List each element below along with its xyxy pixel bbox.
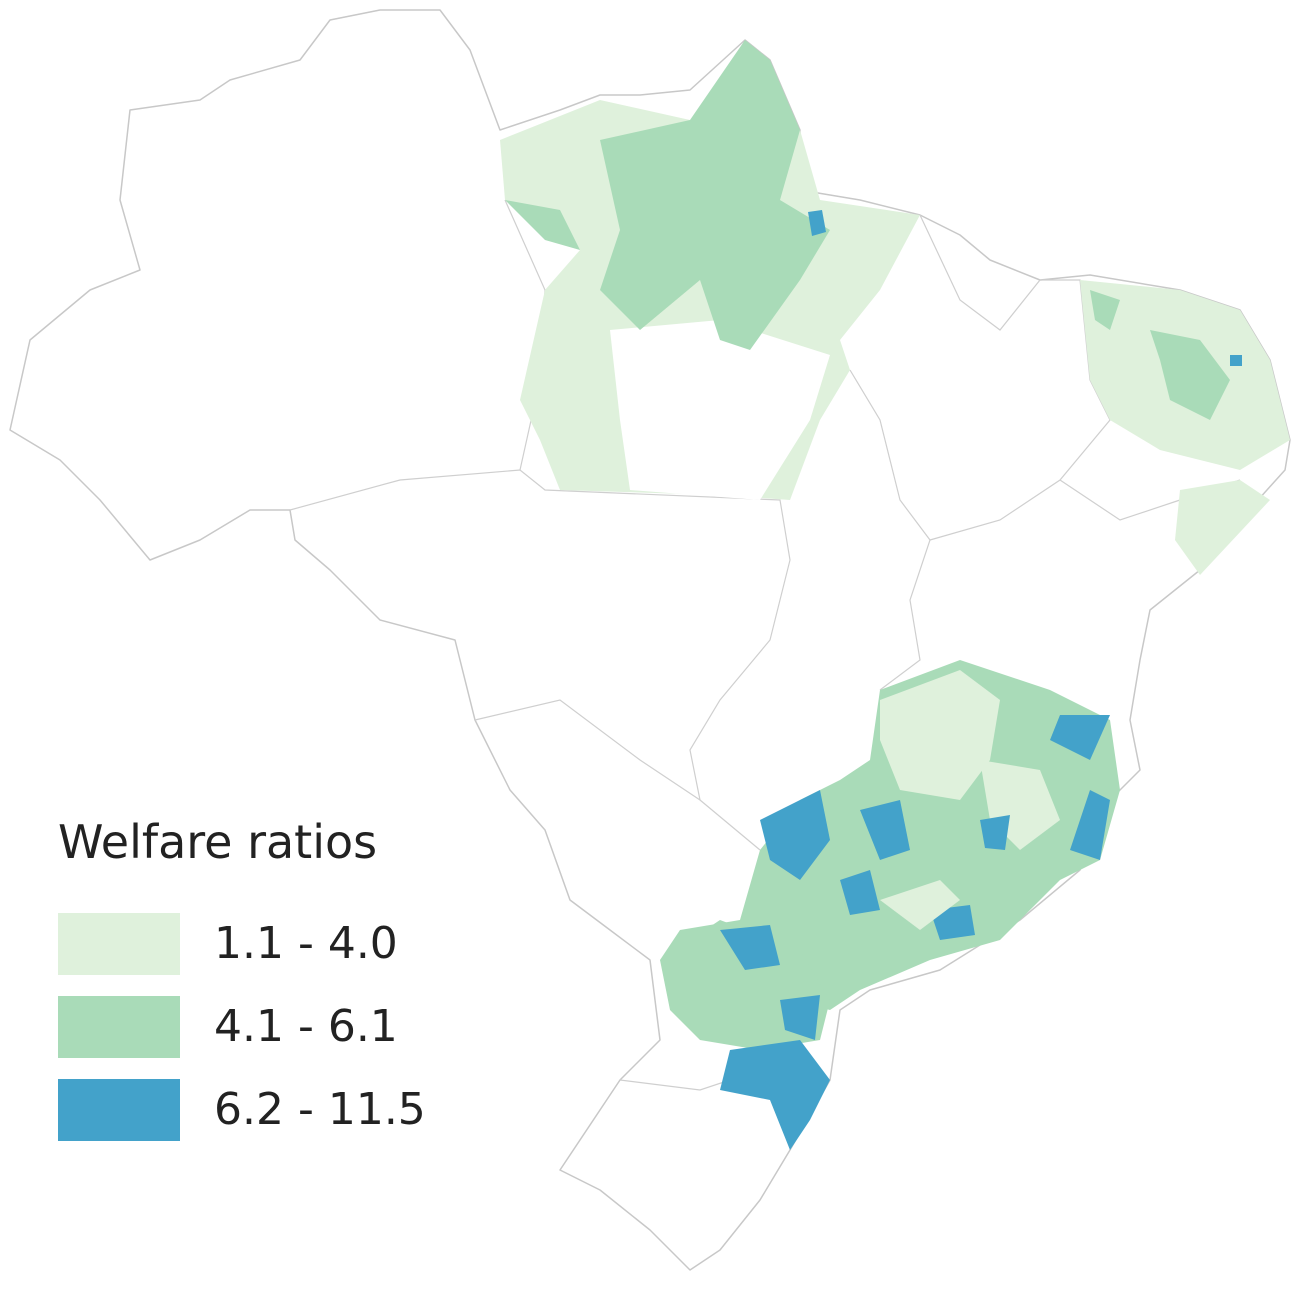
legend-label: 4.1 - 6.1 <box>214 1001 398 1052</box>
region <box>780 995 820 1040</box>
region <box>808 210 826 236</box>
regions <box>500 40 1290 1150</box>
region <box>1090 290 1120 330</box>
legend-swatch <box>58 996 180 1058</box>
region <box>880 670 1000 800</box>
state-border <box>474 699 701 801</box>
legend-swatch <box>58 1079 180 1141</box>
region <box>860 800 910 860</box>
region <box>1150 330 1230 420</box>
state-border <box>289 469 791 851</box>
legend-label: 1.1 - 4.0 <box>214 918 398 969</box>
country-outline <box>9 9 1291 1271</box>
region <box>1230 355 1242 366</box>
region <box>505 200 580 250</box>
region <box>720 1040 830 1150</box>
region <box>1175 480 1270 575</box>
region <box>600 40 830 350</box>
legend: 1.1 - 4.0 4.1 - 6.1 6.2 - 11.5 <box>58 913 426 1141</box>
legend-label: 6.2 - 11.5 <box>214 1084 426 1135</box>
region <box>1070 790 1110 860</box>
legend-swatch <box>58 913 180 975</box>
legend-title: Welfare ratios <box>58 815 377 869</box>
region <box>980 815 1010 850</box>
region-empty <box>610 320 830 500</box>
region <box>840 870 880 915</box>
region <box>880 880 960 930</box>
region <box>760 790 830 880</box>
region <box>1050 715 1110 760</box>
region <box>720 925 780 970</box>
